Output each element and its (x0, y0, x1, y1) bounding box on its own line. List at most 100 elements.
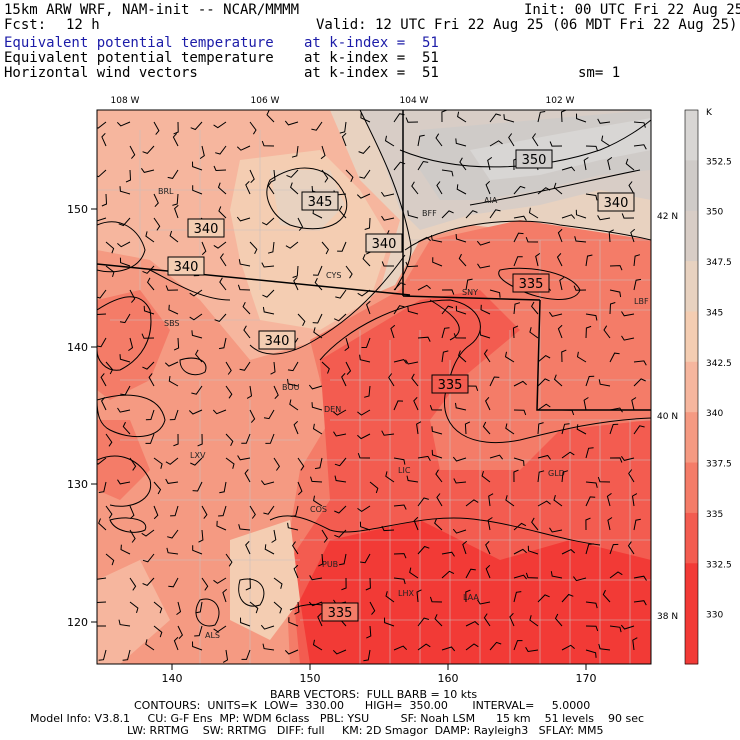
wind-barb (585, 649, 597, 658)
wind-barb (435, 133, 443, 147)
wind-barb (405, 359, 419, 365)
wind-barb (173, 636, 179, 651)
wind-barb (97, 577, 107, 580)
wind-barb (620, 624, 635, 630)
contour-label-6: 340 (167, 256, 205, 276)
wind-barb (129, 577, 137, 591)
wind-barb (366, 625, 372, 639)
wind-barb (145, 433, 155, 444)
wind-barb (192, 185, 203, 195)
lat-tick-label: 40 N (657, 412, 678, 422)
wind-barb (262, 306, 275, 315)
wind-barb (573, 285, 587, 291)
wind-barb (417, 455, 431, 461)
wind-barb (97, 625, 106, 627)
wind-barb (361, 337, 371, 348)
wind-barb (101, 193, 108, 207)
wind-barb (559, 276, 565, 291)
field-band-342-west (230, 150, 390, 330)
wind-barb (241, 433, 251, 444)
wind-barb (505, 495, 515, 507)
wind-barb (633, 425, 645, 435)
wind-barb (141, 529, 155, 537)
wind-barb (173, 121, 179, 135)
colorbar-label: 345 (706, 308, 723, 318)
colorbar-label: 330 (706, 611, 723, 621)
wind-barb (270, 361, 276, 375)
wind-barb (429, 596, 443, 603)
wind-barb (609, 302, 616, 315)
svg-text:340: 340 (372, 237, 397, 252)
wind-barb (441, 327, 450, 339)
wind-barb (119, 257, 131, 267)
wind-barb (537, 422, 544, 435)
wind-barb (245, 577, 251, 591)
wind-barb (246, 385, 253, 399)
wind-barb (245, 180, 251, 195)
wind-barb (312, 313, 323, 324)
wind-barb (513, 302, 521, 315)
wind-barb (140, 168, 155, 173)
wind-barb (417, 336, 431, 342)
wind-barb (393, 359, 408, 364)
wind-barb (434, 614, 443, 627)
wind-barb (332, 649, 347, 655)
wind-barb (119, 186, 131, 195)
wind-barb (359, 521, 371, 531)
wind-barb (406, 475, 419, 483)
wind-barb (393, 553, 407, 559)
wind-barb (105, 241, 115, 254)
wind-barb (356, 193, 371, 199)
colorbar-label: 347.5 (706, 258, 732, 268)
colorbar-swatch (685, 210, 698, 262)
wind-barb (314, 457, 323, 470)
station-den: DEN (324, 405, 341, 414)
wind-barb (453, 333, 467, 339)
wind-barb (219, 481, 227, 494)
wind-barb (512, 325, 519, 339)
wind-barb (153, 217, 161, 231)
wind-barb (489, 454, 503, 460)
wind-barb (456, 184, 467, 195)
wind-barb (483, 613, 491, 627)
wind-barb (609, 625, 622, 633)
wind-barb (585, 193, 598, 201)
station-labels: BRL BFF AIA CYS SNY LBF SBS BOU DEN LXV … (158, 187, 649, 640)
wind-barb (190, 121, 203, 131)
wind-barb (633, 278, 642, 291)
wind-barb (153, 121, 160, 135)
wind-barb (432, 257, 443, 267)
wind-barb (633, 144, 647, 150)
wind-barb (513, 469, 519, 483)
wind-barb (360, 112, 371, 123)
wind-barb (561, 166, 576, 172)
station-lxv: LXV (190, 451, 206, 460)
colorbar-label: 335 (706, 510, 723, 520)
wind-barb (192, 481, 203, 492)
lon-tick-label: 104 W (400, 96, 429, 106)
wind-barb (508, 133, 515, 147)
wind-barb (609, 352, 620, 363)
colorbar-swatch (685, 613, 698, 665)
wind-barb (417, 545, 430, 555)
footer-contour-info: CONTOURS: UNITS=K LOW= 330.00 HIGH= 350.… (134, 699, 591, 712)
wind-barb (142, 265, 155, 274)
wind-barb (393, 504, 407, 510)
wind-barb (553, 374, 563, 387)
wind-barb (105, 433, 113, 447)
station-bou: BOU (282, 383, 300, 392)
contour-lines (97, 110, 651, 627)
fcst-label: Fcst: (4, 17, 47, 33)
wind-barb (393, 282, 406, 291)
wind-barb (601, 135, 611, 147)
wind-barb (465, 278, 473, 291)
wind-barb (417, 160, 429, 171)
lon-tick-label: 102 W (546, 96, 575, 106)
wind-barb (172, 133, 179, 147)
wind-barb (153, 481, 162, 495)
colorbar-swatch (685, 361, 698, 413)
wind-barb (194, 349, 203, 363)
field-band-330 (300, 520, 651, 664)
wind-barb (262, 289, 275, 298)
wind-barb (174, 204, 179, 219)
